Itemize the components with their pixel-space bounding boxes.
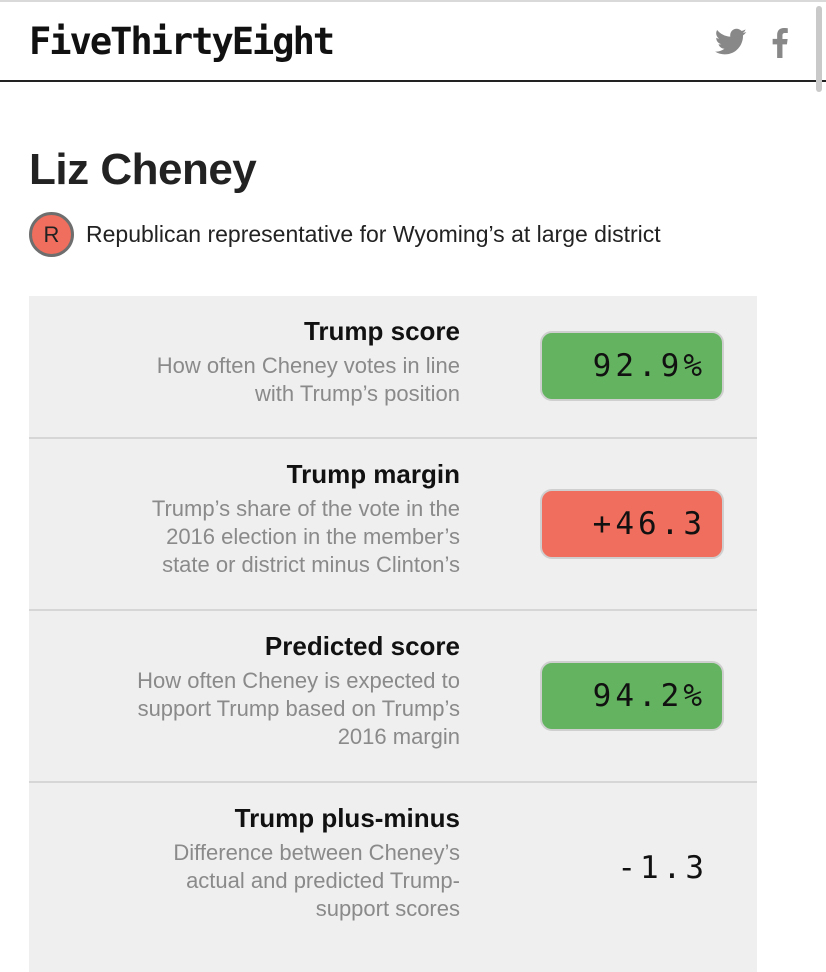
row-title: Trump plus-minus <box>234 803 460 833</box>
row-desc-line: Trump’s share of the vote in the <box>151 496 460 521</box>
row-text: Trump margin Trump’s share of the vote i… <box>152 459 460 579</box>
row-desc-line: support Trump based on Trump’s <box>137 696 460 721</box>
row-desc: Trump’s share of the vote in the 2016 el… <box>152 495 460 579</box>
row-title: Trump score <box>303 316 460 346</box>
scores-table: Trump score How often Cheney votes in li… <box>29 296 757 972</box>
row-text: Predicted score How often Cheney is expe… <box>137 631 460 751</box>
row-title: Predicted score <box>264 631 460 661</box>
row-desc: Difference between Cheney’s actual and p… <box>173 839 460 923</box>
row-desc-line: 2016 election in the member’s <box>166 524 460 549</box>
value-badge: +46.3 <box>540 489 724 559</box>
site-header: FiveThirtyEight <box>0 2 826 82</box>
table-row-trump-plus-minus: Trump plus-minus Difference between Chen… <box>29 783 757 972</box>
row-text: Trump plus-minus Difference between Chen… <box>173 803 460 923</box>
row-title: Trump margin <box>286 459 460 489</box>
member-description: Republican representative for Wyoming’s … <box>86 221 661 247</box>
row-desc: How often Cheney votes in line with Trum… <box>157 352 460 408</box>
row-text: Trump score How often Cheney votes in li… <box>157 316 460 408</box>
value-badge: 94.2% <box>540 661 724 731</box>
scrollbar[interactable] <box>816 6 822 92</box>
row-desc-line: How often Cheney votes in line <box>156 353 460 378</box>
site-logo[interactable]: FiveThirtyEight <box>29 20 335 63</box>
twitter-icon[interactable] <box>714 28 747 61</box>
top-border <box>0 0 826 2</box>
row-desc-line: with Trump’s position <box>254 381 460 406</box>
value-badge: 92.9% <box>540 331 724 401</box>
table-row-predicted-score: Predicted score How often Cheney is expe… <box>29 611 757 783</box>
row-desc-line: actual and predicted Trump- <box>186 868 460 893</box>
table-row-trump-margin: Trump margin Trump’s share of the vote i… <box>29 439 757 611</box>
row-desc-line: state or district minus Clinton’s <box>162 552 460 577</box>
facebook-icon[interactable] <box>770 28 790 63</box>
row-desc-line: How often Cheney is expected to <box>137 668 460 693</box>
row-desc-line: Difference between Cheney’s <box>173 840 460 865</box>
row-desc-line: 2016 margin <box>337 724 460 749</box>
party-row: R Republican representative for Wyoming’… <box>29 212 661 257</box>
row-desc-line: support scores <box>315 896 460 921</box>
value-text: -1.3 <box>617 850 708 886</box>
row-desc: How often Cheney is expected to support … <box>137 667 460 751</box>
table-row-trump-score: Trump score How often Cheney votes in li… <box>29 296 757 439</box>
party-badge: R <box>29 212 74 257</box>
member-name: Liz Cheney <box>29 145 257 194</box>
